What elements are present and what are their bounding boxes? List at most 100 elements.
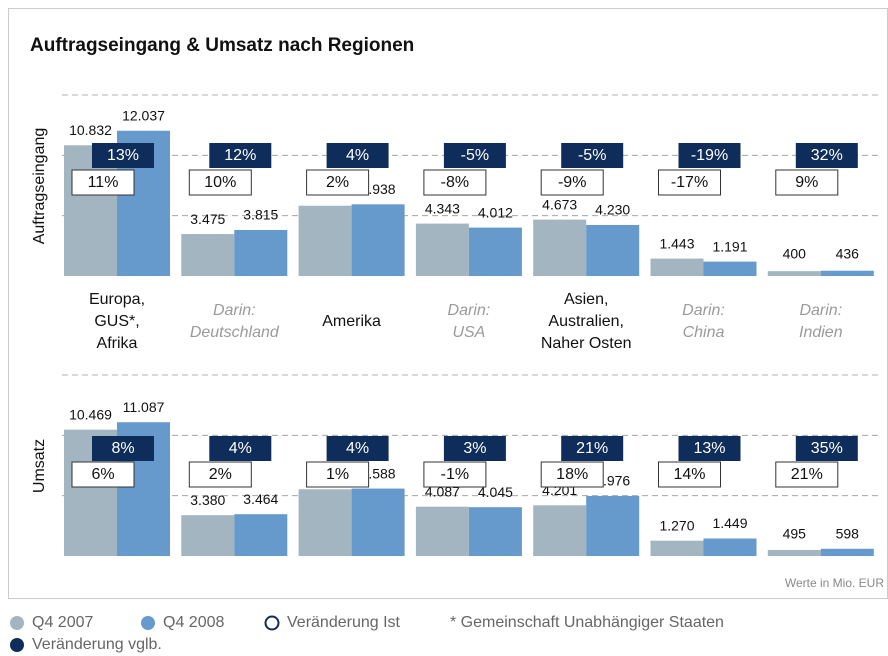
change-label: -17% [671, 174, 708, 191]
change-label: 10% [204, 174, 236, 191]
change-label: 18% [556, 466, 588, 483]
legend-swatch [10, 616, 24, 630]
change-box [423, 169, 487, 196]
value-label: 400 [783, 246, 807, 262]
bar [820, 548, 874, 556]
bar [767, 550, 821, 556]
change-label: 2% [209, 466, 232, 483]
value-label: 495 [783, 526, 807, 542]
value-label: 10.469 [69, 406, 112, 422]
value-label: 1.191 [712, 238, 747, 254]
bar [351, 488, 405, 556]
change-box [443, 436, 506, 461]
change-box [775, 461, 839, 488]
value-label: 1.443 [659, 235, 694, 251]
legend-swatch [10, 638, 24, 652]
change-box [561, 436, 624, 461]
change-label: -1% [441, 466, 469, 483]
unit-note: Werte in Mio. EUR [785, 576, 884, 590]
change-box [658, 169, 721, 196]
bar [234, 229, 288, 276]
change-box [678, 143, 741, 168]
change-label: 12% [224, 147, 256, 164]
bar [415, 223, 469, 276]
change-label: 11% [88, 174, 119, 191]
legend-label: Veränderung Ist [287, 614, 401, 631]
change-box [71, 461, 135, 488]
bar [181, 515, 235, 556]
change-label: 21% [576, 440, 608, 457]
value-label: 3.380 [190, 492, 225, 508]
change-box [306, 461, 370, 488]
change-label: 1% [326, 466, 349, 483]
value-label: 4.045 [478, 484, 513, 500]
category-label: Darin: Deutschland [189, 302, 279, 341]
change-box [92, 436, 154, 461]
value-label: 1.270 [659, 517, 694, 533]
legend-swatch [264, 615, 280, 631]
change-label: 4% [346, 440, 369, 457]
category-label: Asien, Australien, Naher Osten [540, 291, 632, 352]
change-label: -9% [558, 174, 586, 191]
change-box [561, 143, 624, 168]
bar [703, 261, 757, 276]
bar [533, 219, 587, 276]
value-label: 5.938 [361, 181, 396, 197]
change-label: 2% [326, 174, 349, 191]
category-label: Europa, GUS*, Afrika [88, 291, 146, 352]
change-box [306, 169, 370, 196]
value-label: 4.230 [595, 202, 630, 218]
change-label: 4% [346, 147, 369, 164]
bar [767, 271, 821, 276]
bar [298, 489, 352, 556]
change-label: 14% [673, 466, 705, 483]
bar [703, 538, 757, 556]
value-label: 5.588 [361, 465, 396, 481]
bar [181, 234, 235, 276]
footnote: * Gemeinschaft Unabhängiger Staaten [450, 614, 724, 631]
change-label: -8% [441, 174, 469, 191]
bar [468, 227, 522, 276]
change-label: 4% [229, 440, 252, 457]
change-label: 3% [463, 440, 486, 457]
y-axis-label: Umsatz [31, 439, 48, 493]
change-box [423, 461, 487, 488]
bar [415, 506, 469, 556]
change-box [209, 436, 272, 461]
change-box [188, 169, 252, 196]
legend-label: Veränderung vglb. [32, 636, 162, 653]
change-box [443, 143, 506, 168]
legend-label: Q4 2007 [32, 614, 93, 631]
change-label: 8% [111, 440, 134, 457]
bar [650, 258, 704, 276]
y-axis-label: Auftragseingang [31, 128, 48, 245]
change-box [326, 436, 389, 461]
change-label: -5% [578, 147, 606, 164]
change-label: 9% [795, 174, 818, 191]
change-box [92, 143, 154, 168]
legend-swatch [141, 616, 155, 630]
change-label: 13% [107, 147, 139, 164]
value-label: 3.475 [190, 211, 225, 227]
change-label: -5% [461, 147, 489, 164]
value-label: 4.343 [425, 200, 460, 216]
change-box [795, 436, 858, 461]
bar [351, 204, 405, 276]
change-box [188, 461, 252, 488]
value-label: 4.976 [595, 473, 630, 489]
change-box [326, 143, 389, 168]
value-label: 3.815 [243, 207, 278, 223]
value-label: 4.673 [542, 196, 577, 212]
bar [586, 224, 640, 276]
value-label: 12.037 [122, 107, 165, 123]
change-box [209, 143, 272, 168]
value-label: 3.464 [243, 491, 278, 507]
value-label: 4.012 [478, 204, 513, 220]
category-label: Amerika [322, 313, 381, 330]
change-box [795, 143, 858, 168]
bar [234, 514, 288, 556]
category-label: Darin: Indien [799, 302, 843, 341]
value-label: 1.449 [712, 515, 747, 531]
